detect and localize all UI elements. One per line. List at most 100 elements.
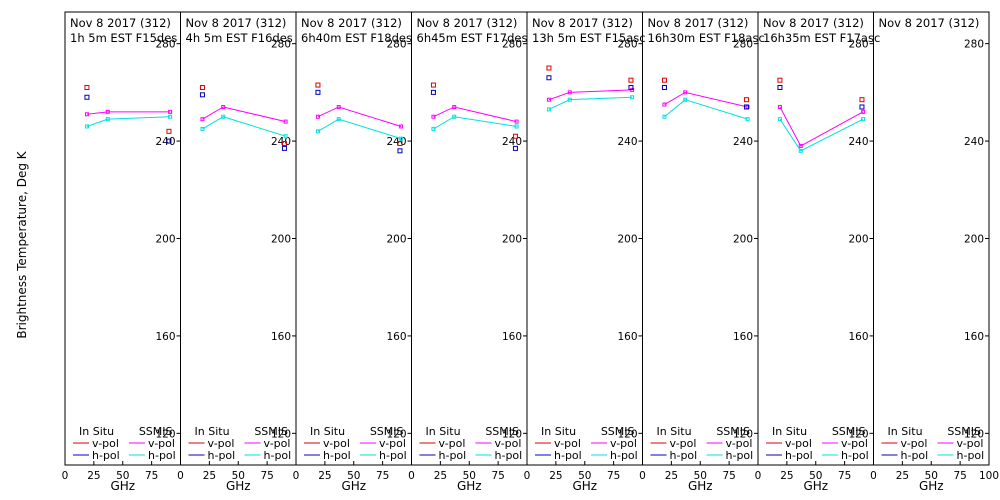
legend-insitu-title: In Situ [310, 425, 345, 438]
insitu-hpol-marker [743, 104, 749, 110]
insitu-hpol-marker [661, 85, 667, 90]
x-tick-label: 25 [434, 470, 447, 482]
ssmis-hpol-line [664, 99, 748, 120]
ssmis-vpol-line-point [84, 112, 89, 117]
legend-insitu-label: h-pol [208, 449, 236, 462]
x-axis-label: GHz [919, 479, 944, 493]
insitu-vpol-marker [281, 141, 287, 147]
ssmis-hpol-line-point [662, 114, 667, 119]
y-tick-label: 120 [155, 428, 175, 440]
x-axis-label: GHz [110, 479, 135, 493]
insitu-vpol-marker [512, 133, 518, 139]
legend-ssmis-label: h-pol [610, 449, 638, 462]
panel-title-date: Nov 8 2017 (312) [532, 16, 633, 30]
ssmis-hpol-line-point [546, 107, 551, 112]
ssmis-vpol-line-point [399, 124, 404, 129]
legend-ssmis-label: v-pol [495, 437, 522, 450]
insitu-hpol-marker [397, 148, 403, 154]
y-tick-label: 280 [271, 39, 291, 51]
legend-ssmis-title: SSMIS [832, 425, 866, 438]
x-tick-label: 75 [260, 470, 273, 482]
y-tick-label: 200 [271, 234, 291, 246]
x-tick-label: 100 [979, 470, 999, 482]
ssmis-vpol-line [86, 111, 171, 115]
legend-insitu-title: In Situ [541, 425, 576, 438]
x-tick-label: 75 [145, 470, 158, 482]
panel-4: Nov 8 2017 (312)6h45m EST F17des 120 160 20… [408, 11, 528, 493]
y-tick-label: 240 [848, 136, 868, 148]
insitu-vpol-marker [743, 97, 749, 103]
legend-ssmis-label: h-pol [957, 449, 985, 462]
panel-6: Nov 8 2017 (312)16h30m EST F18asc 120 160 2… [639, 11, 765, 493]
y-tick-label: 160 [617, 331, 637, 343]
insitu-vpol-marker [777, 77, 783, 83]
x-tick-label: 25 [87, 470, 100, 482]
y-tick-label: 120 [848, 428, 868, 440]
x-tick-label: 75 [491, 470, 504, 482]
y-tick-label: 200 [733, 234, 753, 246]
legend-insitu-label: v-pol [92, 437, 119, 450]
insitu-hpol-marker [859, 104, 865, 110]
legend-ssmis-title: SSMIS [485, 425, 519, 438]
y-tick-label: 160 [386, 331, 406, 343]
legend-insitu-label: v-pol [439, 437, 466, 450]
ssmis-hpol-line-point [798, 148, 803, 153]
legend-insitu-label: v-pol [323, 437, 350, 450]
ssmis-vpol-line [433, 106, 517, 123]
panel-title-time: 16h35m EST F17asc [763, 31, 880, 45]
legend-ssmis-label: v-pol [610, 437, 637, 450]
x-tick-label: 25 [665, 470, 678, 482]
ssmis-hpol-line-point [283, 134, 288, 139]
y-tick-label: 160 [964, 331, 984, 343]
legend-ssmis-title: SSMIS [716, 425, 750, 438]
y-tick-label: 240 [502, 136, 522, 148]
legend-ssmis-label: h-pol [379, 449, 407, 462]
y-tick-label: 160 [502, 331, 522, 343]
legend-ssmis-label: v-pol [957, 437, 984, 450]
ssmis-hpol-line-point [567, 97, 572, 102]
legend-insitu-title: In Situ [79, 425, 114, 438]
ssmis-vpol-line-point [546, 97, 551, 102]
panel-title-time: 4h 5m EST F16des [186, 31, 293, 45]
y-tick-label: 200 [848, 234, 868, 246]
y-tick-label: 280 [502, 39, 522, 51]
ssmis-hpol-line-point [630, 95, 635, 100]
legend-insitu-label: v-pol [785, 437, 812, 450]
ssmis-hpol-line [433, 116, 517, 130]
insitu-hpol-marker [512, 145, 518, 151]
legend-insitu-label: h-pol [901, 449, 929, 462]
x-axis-label: GHz [803, 479, 828, 493]
x-tick-label: 50 [578, 470, 591, 482]
panel-2: Nov 8 2017 (312)4h 5m EST F16des 120 160 20… [177, 11, 297, 493]
insitu-hpol-marker [166, 138, 172, 144]
legend-ssmis-label: v-pol [148, 437, 175, 450]
ssmis-hpol-line-point [84, 124, 89, 129]
ssmis-hpol-line-point [452, 114, 457, 119]
ssmis-vpol-line [779, 106, 864, 147]
legend-ssmis-label: v-pol [379, 437, 406, 450]
y-tick-label: 200 [155, 234, 175, 246]
x-tick-label: 25 [318, 470, 331, 482]
legend-insitu-title: In Situ [195, 425, 230, 438]
legend-insitu-label: h-pol [554, 449, 582, 462]
legend-ssmis-label: h-pol [495, 449, 523, 462]
insitu-hpol-marker [546, 75, 552, 81]
x-tick-label: 75 [722, 470, 735, 482]
ssmis-hpol-line-point [105, 117, 110, 122]
y-tick-label: 120 [964, 428, 984, 440]
legend-insitu-label: v-pol [554, 437, 581, 450]
x-tick-label: 75 [607, 470, 620, 482]
legend-ssmis-title: SSMIS [139, 425, 173, 438]
y-tick-label: 280 [964, 39, 984, 51]
legend-ssmis-title: SSMIS [370, 425, 404, 438]
panel-title-date: Nov 8 2017 (312) [648, 16, 749, 30]
x-tick-label: 75 [838, 470, 851, 482]
ssmis-vpol-line-point [105, 109, 110, 114]
y-tick-label: 200 [502, 234, 522, 246]
ssmis-vpol-line-point [200, 117, 205, 122]
legend-insitu-title: In Situ [772, 425, 807, 438]
legend-insitu-label: v-pol [901, 437, 928, 450]
x-tick-label: 0 [870, 470, 877, 482]
ssmis-hpol-line-point [168, 114, 173, 119]
